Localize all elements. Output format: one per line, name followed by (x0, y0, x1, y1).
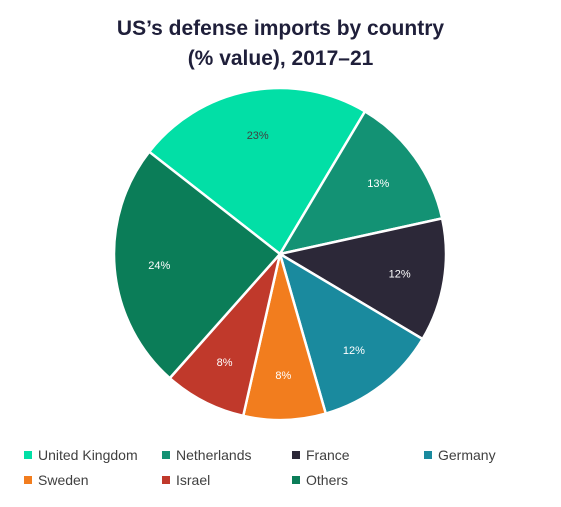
legend-item-others: Others (292, 472, 348, 488)
legend-item-germany: Germany (424, 447, 496, 463)
pie-slice-germany (277, 251, 425, 416)
legend-swatch (292, 476, 300, 484)
legend-item-france: France (292, 447, 350, 463)
legend-swatch (162, 451, 170, 459)
slice-label-united-kingdom: 23% (247, 130, 269, 142)
slice-label-others: 24% (148, 260, 170, 272)
legend-label: Others (306, 472, 349, 488)
legend-label: United Kingdom (38, 447, 138, 463)
legend-swatch (292, 451, 300, 459)
chart-title-line-2: (% value), 2017–21 (187, 47, 374, 70)
legend-label: France (306, 447, 350, 463)
legend-swatch (24, 451, 32, 459)
slice-label-sweden: 8% (275, 370, 291, 382)
legend-item-sweden: Sweden (24, 472, 89, 488)
pie-slice-france (276, 216, 448, 341)
legend-label: Sweden (38, 472, 89, 488)
legend-label: Netherlands (176, 447, 252, 463)
legend-swatch (24, 476, 32, 484)
slice-label-france: 12% (389, 268, 411, 280)
legend-item-united-kingdom: United Kingdom (24, 447, 138, 463)
slice-label-netherlands: 13% (367, 178, 389, 190)
legend-label: Germany (438, 447, 496, 463)
slice-label-israel: 8% (217, 357, 233, 369)
legend-item-netherlands: Netherlands (162, 447, 252, 463)
chart-title-line-1: US’s defense imports by country (116, 17, 445, 40)
chart-title: US’s defense imports by country (% value… (0, 14, 561, 74)
legend-item-israel: Israel (162, 472, 210, 488)
legend: United Kingdom Netherlands France Germany Sw… (24, 447, 544, 507)
pie-slice-others (112, 150, 282, 380)
legend-swatch (162, 476, 170, 484)
legend-swatch (424, 451, 432, 459)
pie-slice-netherlands (277, 109, 444, 256)
legend-label: Israel (176, 472, 211, 488)
slice-label-germany: 12% (343, 345, 365, 357)
pie-chart: 23% 13% 12% 12% 8% 8% 24% (112, 86, 448, 422)
pie-slice-united-kingdom (147, 86, 367, 256)
